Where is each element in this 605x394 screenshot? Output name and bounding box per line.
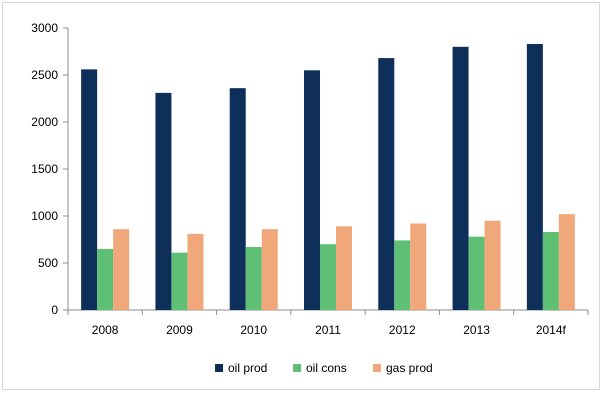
- legend-label-gas-prod: gas prod: [386, 361, 433, 375]
- y-tick-label: 1000: [31, 209, 58, 223]
- legend-label-oil-prod: oil prod: [228, 361, 267, 375]
- bar-oil-prod-2009: [155, 92, 172, 310]
- x-tick-label: 2011: [315, 323, 341, 337]
- y-tick-label: 2000: [31, 115, 58, 129]
- y-tick-label: 3000: [31, 21, 58, 35]
- bar-gas-prod-2009: [187, 233, 204, 310]
- bars: [81, 43, 575, 311]
- x-tick-label: 2014f: [536, 323, 567, 337]
- chart-frame: [2, 2, 600, 390]
- x-tick-label: 2012: [389, 323, 416, 337]
- bar-oil-cons-2012: [394, 240, 411, 310]
- legend: oil prod oil cons gas prod: [215, 361, 433, 375]
- x-axis: 2008 2009 2010 2011 2012 2013 2014f: [67, 309, 589, 337]
- bar-oil-prod-2010: [229, 88, 246, 310]
- bar-oil-cons-2008: [97, 248, 114, 310]
- legend-swatch-gas-prod: [373, 364, 381, 372]
- y-tick-label: 2500: [31, 68, 58, 82]
- y-tick-label: 1500: [31, 162, 58, 176]
- bar-oil-prod-2014f: [526, 43, 543, 310]
- y-tick-label: 0: [51, 303, 58, 317]
- bar-gas-prod-2012: [410, 223, 427, 310]
- bar-oil-prod-2011: [304, 70, 320, 310]
- bar-gas-prod-2008: [113, 229, 130, 310]
- bar-oil-cons-2014f: [542, 231, 559, 310]
- bar-oil-prod-2013: [452, 46, 469, 311]
- legend-swatch-oil-cons: [293, 364, 301, 372]
- legend-label-oil-cons: oil cons: [306, 361, 347, 375]
- bar-oil-prod-2012: [378, 58, 395, 310]
- x-tick-label: 2013: [463, 323, 490, 337]
- x-tick-label: 2010: [240, 323, 267, 337]
- legend-swatch-oil-prod: [215, 364, 223, 372]
- bar-gas-prod-2011: [336, 226, 352, 310]
- y-axis: 0 500 1000 1500 2000 2500 3000: [31, 21, 69, 317]
- bar-gas-prod-2010: [261, 229, 278, 310]
- bar-oil-prod-2008: [81, 69, 98, 310]
- x-tick-label: 2009: [166, 323, 193, 337]
- y-tick-label: 500: [38, 256, 58, 270]
- bar-oil-cons-2009: [171, 252, 188, 310]
- bar-oil-cons-2010: [245, 247, 262, 310]
- bar-oil-cons-2011: [320, 244, 336, 310]
- bar-oil-cons-2013: [468, 236, 485, 310]
- bar-gas-prod-2014f: [558, 214, 575, 310]
- x-tick-label: 2008: [92, 323, 119, 337]
- bar-gas-prod-2013: [484, 220, 501, 310]
